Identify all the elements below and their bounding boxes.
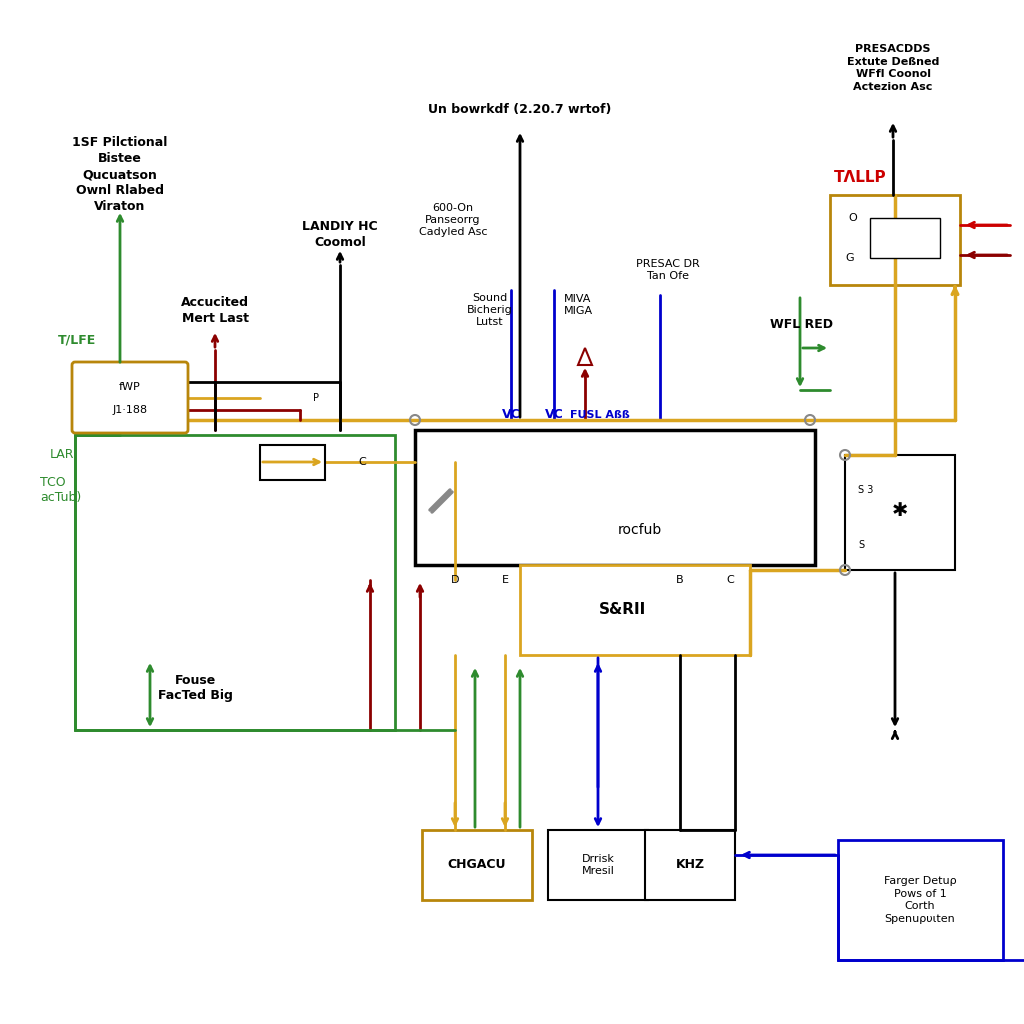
Text: VC: VC bbox=[502, 409, 520, 422]
Text: E: E bbox=[502, 575, 509, 585]
Text: TΛLLP: TΛLLP bbox=[834, 171, 887, 185]
Text: D: D bbox=[451, 575, 459, 585]
Text: 600-On
Panseorrg
Cadyled Asc: 600-On Panseorrg Cadyled Asc bbox=[419, 203, 487, 238]
Text: MIVA
MIGA: MIVA MIGA bbox=[563, 294, 593, 316]
Text: Drrisk
Mresil: Drrisk Mresil bbox=[582, 854, 614, 877]
Bar bbox=[422, 830, 532, 900]
Text: Accucited
Mert Last: Accucited Mert Last bbox=[181, 296, 249, 325]
Bar bbox=[75, 435, 395, 730]
Text: J1·188: J1·188 bbox=[113, 406, 147, 415]
Text: LANDIY HC
Coomol: LANDIY HC Coomol bbox=[302, 220, 378, 250]
Text: rocfub: rocfub bbox=[617, 523, 663, 537]
Text: C: C bbox=[726, 575, 734, 585]
FancyBboxPatch shape bbox=[72, 362, 188, 433]
Bar bbox=[520, 565, 750, 655]
Polygon shape bbox=[578, 348, 592, 365]
Bar bbox=[415, 430, 815, 565]
Text: Fouse
FacTed Big: Fouse FacTed Big bbox=[158, 674, 232, 702]
Text: TCO
acTub): TCO acTub) bbox=[40, 475, 81, 505]
Bar bbox=[548, 830, 648, 900]
Text: KHZ: KHZ bbox=[676, 858, 705, 871]
Bar bbox=[645, 830, 735, 900]
Bar bbox=[838, 840, 1002, 961]
Text: Un bowrkdf (2.20.7 wrtof): Un bowrkdf (2.20.7 wrtof) bbox=[428, 103, 611, 117]
Text: LAR: LAR bbox=[50, 449, 75, 462]
Bar bbox=[870, 218, 940, 258]
Text: S 3: S 3 bbox=[858, 485, 873, 495]
Text: WFL RED: WFL RED bbox=[770, 318, 833, 332]
Text: T/LFE: T/LFE bbox=[58, 334, 96, 346]
Text: Sound
Bicherig
Lutst: Sound Bicherig Lutst bbox=[467, 293, 513, 328]
Text: P: P bbox=[313, 393, 319, 403]
Text: CHGACU: CHGACU bbox=[447, 858, 506, 871]
Bar bbox=[830, 195, 961, 285]
Text: B: B bbox=[676, 575, 684, 585]
Text: S: S bbox=[858, 540, 864, 550]
Text: O: O bbox=[848, 213, 857, 223]
Bar bbox=[260, 445, 325, 480]
Text: C: C bbox=[358, 457, 366, 467]
Text: VC: VC bbox=[545, 409, 563, 422]
Text: fWP: fWP bbox=[119, 382, 141, 392]
Text: 1SF Pilctional
Bistee
Qucuatson
Ownl Rlabed
Viraton: 1SF Pilctional Bistee Qucuatson Ownl Rla… bbox=[73, 136, 168, 213]
Text: PRESACDDS
Extute Deßned
WFfl Coonol
Actezion Asc: PRESACDDS Extute Deßned WFfl Coonol Acte… bbox=[847, 44, 939, 91]
Text: G: G bbox=[845, 253, 854, 263]
Text: ✱: ✱ bbox=[892, 501, 908, 519]
Text: PRESAC DR
Tan Ofe: PRESAC DR Tan Ofe bbox=[636, 259, 699, 282]
Text: S&RII: S&RII bbox=[598, 602, 645, 617]
Bar bbox=[845, 455, 955, 570]
Text: FUSL Aßß: FUSL Aßß bbox=[570, 410, 630, 420]
Text: Farger Detuρ
Pows of 1
Corth
Spenuρυιten: Farger Detuρ Pows of 1 Corth Spenuρυιten bbox=[884, 877, 956, 924]
